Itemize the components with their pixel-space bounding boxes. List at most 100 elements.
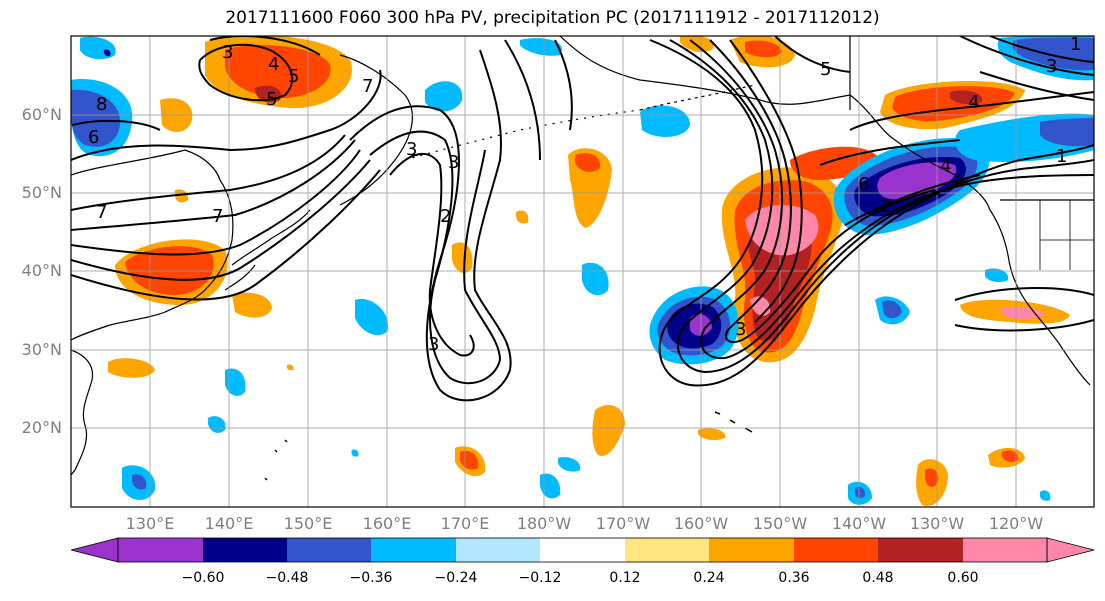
colorbar-tick-label: 0.12 <box>609 570 641 586</box>
precip-positive-area <box>108 358 155 378</box>
pv-contour <box>729 39 803 323</box>
contour-label: 7 <box>212 206 223 227</box>
precip-anomaly-fills <box>71 36 1094 506</box>
precip-negative-area <box>1012 37 1094 71</box>
precip-positive-area <box>592 405 625 456</box>
pv-contour <box>71 159 371 281</box>
contour-label: 4 <box>940 156 951 177</box>
precip-positive-area <box>286 364 294 371</box>
precip-positive-area <box>680 36 714 52</box>
colorbar-segment <box>287 538 371 562</box>
lon-label: 150°E <box>283 514 333 533</box>
colorbar-tick-label: −0.24 <box>434 570 478 586</box>
colorbar-tick-label: −0.60 <box>181 570 225 586</box>
colorbar-tick-label: 0.60 <box>947 570 979 586</box>
precip-negative-area <box>1040 118 1094 147</box>
pv-contour <box>71 134 346 211</box>
pv-contour <box>71 119 161 131</box>
precip-negative-area <box>351 449 359 457</box>
precip-negative-area <box>208 416 226 433</box>
pv-contour <box>709 39 936 343</box>
pv-contours <box>71 36 1094 402</box>
precip-negative-area <box>132 474 147 490</box>
colorbar-segment <box>963 538 1047 562</box>
lon-label: 130°W <box>909 514 965 533</box>
lon-label: 160°E <box>362 514 412 533</box>
contour-label: 4 <box>968 92 979 113</box>
coastlines <box>71 36 1094 481</box>
pv-contour <box>844 174 981 226</box>
precip-negative-area <box>355 298 389 336</box>
precip-negative-area <box>877 162 957 200</box>
asia-coastline <box>71 149 234 341</box>
precip-positive-area <box>698 428 726 441</box>
contour-label: 7 <box>362 76 373 97</box>
pv-contour <box>71 69 382 161</box>
pv-contour <box>369 130 502 385</box>
pv-contour <box>959 36 1094 76</box>
precip-positive-area <box>452 242 473 274</box>
colorbar-segment <box>456 538 540 562</box>
lat-label: 20°N <box>21 418 62 437</box>
contour-label: 3 <box>1046 56 1057 77</box>
colorbar-tick-label: 0.48 <box>862 570 894 586</box>
contour-label: 3 <box>222 42 233 63</box>
contour-label: 7 <box>96 202 107 223</box>
lon-label: 140°E <box>204 514 254 533</box>
japan-coastline <box>224 264 256 291</box>
colorbar-tick-label: 0.24 <box>693 570 725 586</box>
precip-negative-area <box>425 81 463 112</box>
contour-label: 1 <box>1070 34 1081 55</box>
precip-positive-area <box>925 468 939 487</box>
graticule <box>71 36 1094 507</box>
contour-label: 6 <box>88 127 99 148</box>
north-america-coastline <box>989 209 1091 386</box>
lon-label: 120°W <box>988 514 1044 533</box>
precip-positive-area <box>950 90 983 105</box>
lon-label: 160°W <box>673 514 729 533</box>
contour-label: 3 <box>735 319 746 340</box>
lon-label: 170°E <box>440 514 490 533</box>
pv-contour <box>71 139 356 231</box>
contour-label: 5 <box>288 66 299 87</box>
contour-label: 3 <box>428 334 439 355</box>
precip-positive-area <box>745 40 782 58</box>
asia-coastline <box>71 349 94 476</box>
pv-contour <box>349 49 512 402</box>
precip-negative-area <box>640 105 690 137</box>
pv-contour <box>649 39 1094 387</box>
map-frame <box>70 35 1095 508</box>
pv-contour <box>209 36 321 56</box>
pv-contour <box>979 71 1094 101</box>
alaska-coastline <box>559 36 991 211</box>
pv-contour <box>669 39 1094 374</box>
precip-negative-area <box>225 368 246 396</box>
precip-positive-area <box>225 45 331 99</box>
precip-negative-area <box>520 38 562 56</box>
us-state-lines <box>1039 200 1094 270</box>
figure-title: 2017111600 F060 300 hPa PV, precipitatio… <box>225 8 880 28</box>
precip-negative-area <box>882 300 902 319</box>
precip-positive-area <box>568 148 612 228</box>
colorbar-segment <box>709 538 794 562</box>
precip-positive-area <box>232 292 272 318</box>
colorbar-segment <box>203 538 287 562</box>
pv-contour <box>554 39 573 131</box>
contour-label: 6 <box>858 174 869 195</box>
precip-negative-area <box>1040 490 1051 501</box>
contour-label-group: 3 4 5 5 7 8 6 7 3 1 2 3 5 4 3 6 1 2 3 3 … <box>88 34 1081 355</box>
lon-label: 130°E <box>125 514 175 533</box>
precip-negative-area <box>540 473 561 499</box>
pv-contour <box>389 152 475 357</box>
pv-contour <box>819 139 961 166</box>
lon-label: 150°W <box>752 514 808 533</box>
colorbar-tick-label: −0.36 <box>349 570 393 586</box>
kamchatka-coastline <box>339 54 414 206</box>
colorbar-tick-label: −0.48 <box>265 570 309 586</box>
lat-label: 30°N <box>21 340 62 359</box>
contour-label: 8 <box>96 94 107 115</box>
colorbar-segment <box>625 538 709 562</box>
pv-contour <box>849 91 1094 131</box>
hawaii-islands <box>714 411 753 433</box>
